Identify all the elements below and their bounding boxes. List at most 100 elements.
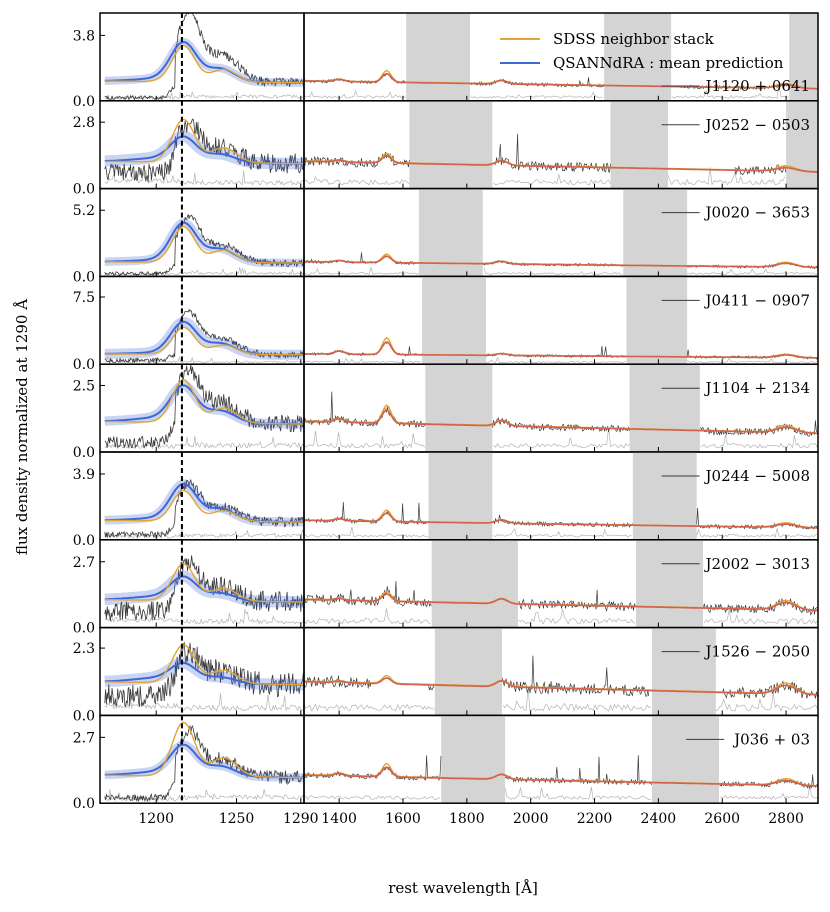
observed-spectrum — [495, 133, 611, 173]
noise-spectrum — [696, 528, 818, 539]
right-axes-frame — [303, 539, 819, 629]
mask-band — [428, 452, 493, 540]
panel-4: 0.0 7.5 J0411 − 0907 — [73, 275, 819, 373]
panel-8: 0.0 2.3 J1526 − 2050 — [73, 626, 819, 724]
right-axes-frame — [303, 275, 819, 365]
noise-spectrum — [304, 357, 421, 364]
stack-curve-left — [104, 721, 304, 779]
noise-spectrum — [667, 167, 786, 186]
noise-spectrum — [493, 427, 630, 449]
y-tick-upper-label: 7.5 — [73, 290, 95, 306]
panel-label-text: J0020 − 3653 — [704, 204, 810, 222]
stack-curve-left — [104, 225, 304, 264]
noise-spectrum-left — [104, 788, 304, 803]
fit-curve — [304, 512, 818, 529]
noise-spectrum — [304, 608, 431, 625]
panel-6: 0.0 3.9 J0244 − 5008 — [73, 451, 819, 549]
stack-curve-right — [304, 509, 818, 529]
observed-spectrum — [518, 589, 636, 612]
panel-label: J2002 − 3013 — [661, 555, 810, 573]
mask-band — [434, 627, 502, 716]
left-plot-area — [100, 555, 304, 625]
y-tick-upper-label: 3.9 — [73, 467, 95, 483]
observed-spectrum — [700, 420, 818, 437]
stack-curve-right — [304, 404, 818, 434]
noise-spectrum — [502, 688, 651, 712]
panels-layer: 0.0 3.8 J1120 + 0641 0.0 2.8 J0252 − 0503 0.0 5… — [73, 12, 819, 827]
mask-band — [425, 364, 493, 452]
left-plot-area — [101, 308, 304, 364]
y-tick-zero-label: 0.0 — [73, 708, 95, 724]
y-tick-zero-label: 0.0 — [73, 357, 95, 373]
right-axes-frame — [303, 100, 819, 190]
x-tick-label-left: 1200 — [138, 811, 174, 827]
noise-spectrum-left — [104, 693, 304, 712]
y-tick-upper-label: 2.5 — [73, 378, 95, 394]
observed-spectrum — [428, 685, 435, 691]
left-plot-area — [100, 118, 304, 186]
x-tick-label-right: 2200 — [577, 811, 613, 827]
stack-curve-left — [104, 379, 304, 425]
stack-curve-right — [304, 762, 818, 787]
prediction-band — [102, 218, 304, 268]
fit-curve — [304, 677, 818, 696]
right-plot-area — [304, 13, 818, 101]
panel-label-text: J1120 + 0641 — [704, 77, 810, 95]
prediction-band — [101, 316, 304, 360]
left-plot-area — [102, 13, 304, 101]
panel-label-text: J2002 − 3013 — [704, 555, 810, 573]
noise-spectrum — [304, 266, 420, 275]
observed-spectrum-left — [104, 641, 304, 708]
x-tick-label-right: 1400 — [321, 811, 357, 827]
noise-spectrum-left — [104, 435, 304, 450]
stack-curve-left — [104, 118, 304, 165]
noise-spectrum — [304, 176, 410, 186]
mask-band — [422, 276, 486, 365]
noise-spectrum — [304, 430, 425, 449]
stack-curve-left — [104, 326, 304, 356]
mask-band — [431, 539, 518, 628]
right-plot-area — [304, 100, 818, 189]
fit-curve — [304, 593, 818, 612]
observed-spectrum — [304, 581, 432, 608]
panel-9: 0.0 2.7 J036 + 03 — [73, 714, 819, 812]
noise-spectrum — [504, 786, 651, 801]
fit-curve — [304, 72, 818, 90]
y-tick-zero-label: 0.0 — [73, 621, 95, 637]
x-tick-label-right: 2800 — [768, 811, 804, 827]
y-tick-upper-label: 2.8 — [73, 115, 95, 131]
stack-curve-left — [104, 489, 304, 523]
y-tick-zero-label: 0.0 — [73, 94, 95, 110]
left-plot-area — [101, 478, 304, 539]
right-plot-area — [304, 276, 818, 365]
stack-curve-left — [104, 44, 304, 84]
observed-spectrum-left — [104, 364, 304, 450]
left-plot-area — [100, 641, 304, 712]
y-tick-upper-label: 2.3 — [73, 641, 95, 657]
y-tick-zero-label: 0.0 — [73, 269, 95, 285]
panel-label: J1104 + 2134 — [661, 379, 810, 397]
panel-label-text: J0252 − 0503 — [704, 116, 810, 134]
noise-spectrum — [470, 91, 603, 99]
stack-curve-left — [104, 563, 304, 603]
observed-spectrum-left — [104, 555, 304, 621]
right-axes-frame — [303, 714, 819, 804]
y-tick-upper-label: 5.2 — [73, 203, 95, 219]
panel-label: J1120 + 0641 — [661, 77, 810, 95]
right-plot-area — [304, 627, 818, 716]
x-tick-label-right: 2000 — [513, 811, 549, 827]
noise-spectrum-left — [104, 170, 304, 186]
fit-curve — [304, 155, 818, 173]
right-plot-area — [304, 188, 818, 277]
x-tick-label-left: 1290 — [283, 811, 319, 827]
noise-spectrum — [671, 85, 789, 99]
x-tick-label-right: 1800 — [449, 811, 485, 827]
fit-curve — [304, 341, 818, 359]
y-tick-upper-label: 2.7 — [73, 555, 95, 571]
left-plot-area — [102, 721, 304, 803]
right-plot-area — [304, 539, 818, 628]
observed-spectrum — [719, 774, 818, 790]
panel-label-text: J0244 − 5008 — [704, 467, 810, 485]
mask-band — [623, 188, 688, 277]
